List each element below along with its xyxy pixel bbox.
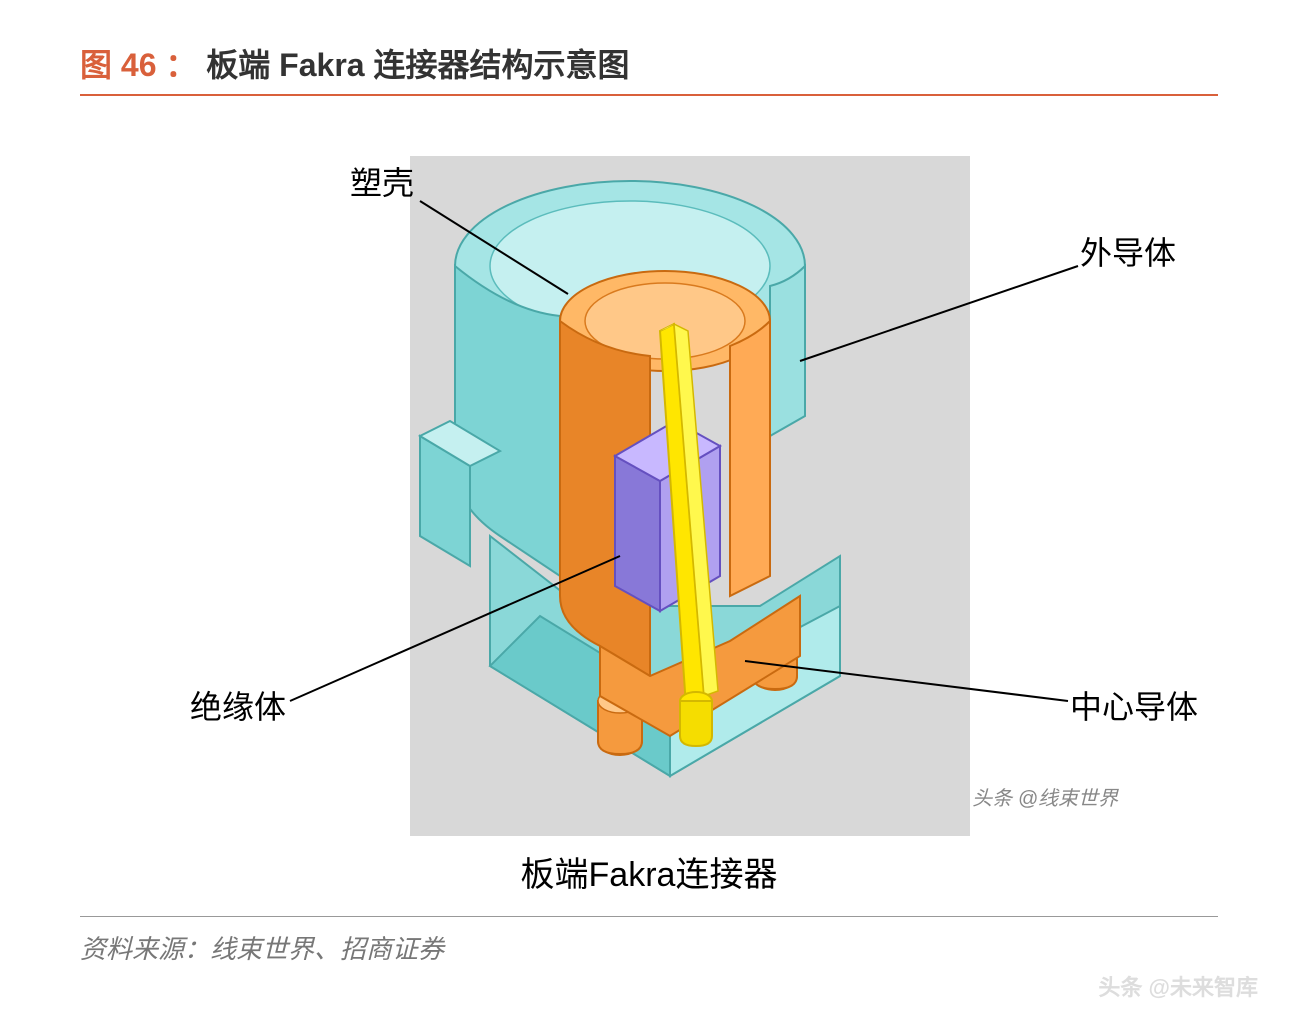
diagram-container: 塑壳 外导体 绝缘体 中心导体 板端Fakra连接器 头条 @线束世界 <box>80 126 1218 906</box>
figure-title: 图 46 ： 板端 Fakra 连接器结构示意图 <box>80 40 1218 86</box>
connector-illustration <box>360 136 1020 856</box>
label-insulator: 绝缘体 <box>190 682 286 728</box>
label-shell: 塑壳 <box>350 158 414 204</box>
inner-watermark: 头条 @线束世界 <box>972 782 1118 811</box>
figure-caption: 板端Fakra连接器 <box>80 847 1218 896</box>
source-citation: 资料来源：线束世界、招商证券 <box>80 916 1218 966</box>
figure-number: 图 46 ： <box>80 47 197 83</box>
outer-watermark: 头条 @未来智库 <box>1098 970 1258 1002</box>
label-outer-conductor: 外导体 <box>1080 228 1176 274</box>
figure-title-text: 板端 Fakra 连接器结构示意图 <box>206 47 629 83</box>
label-center-conductor: 中心导体 <box>1070 682 1198 728</box>
figure-title-bar: 图 46 ： 板端 Fakra 连接器结构示意图 <box>80 40 1218 96</box>
